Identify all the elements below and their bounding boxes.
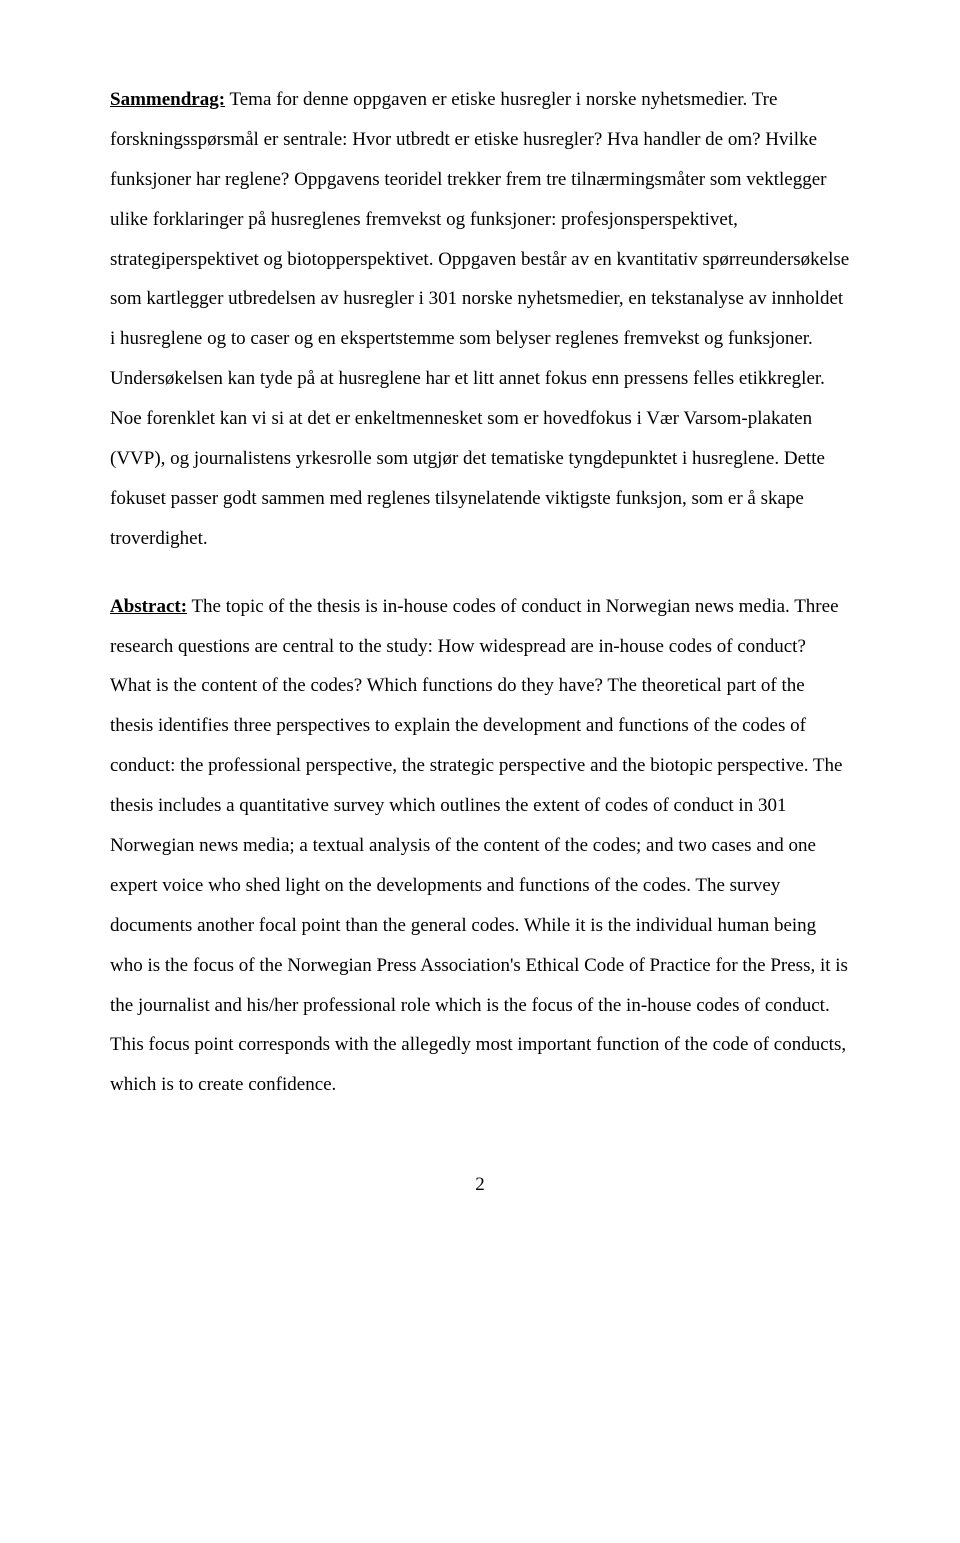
label-abstract: Abstract: (110, 596, 187, 617)
document-page: Sammendrag: Tema for denne oppgaven er e… (0, 0, 960, 1543)
text-sammendrag: Tema for denne oppgaven er etiske husreg… (110, 89, 849, 549)
paragraph-abstract: Abstract: The topic of the thesis is in-… (110, 587, 850, 1106)
text-abstract: The topic of the thesis is in-house code… (110, 596, 848, 1096)
page-number: 2 (110, 1105, 850, 1205)
label-sammendrag: Sammendrag: (110, 89, 225, 110)
paragraph-sammendrag: Sammendrag: Tema for denne oppgaven er e… (110, 80, 850, 559)
